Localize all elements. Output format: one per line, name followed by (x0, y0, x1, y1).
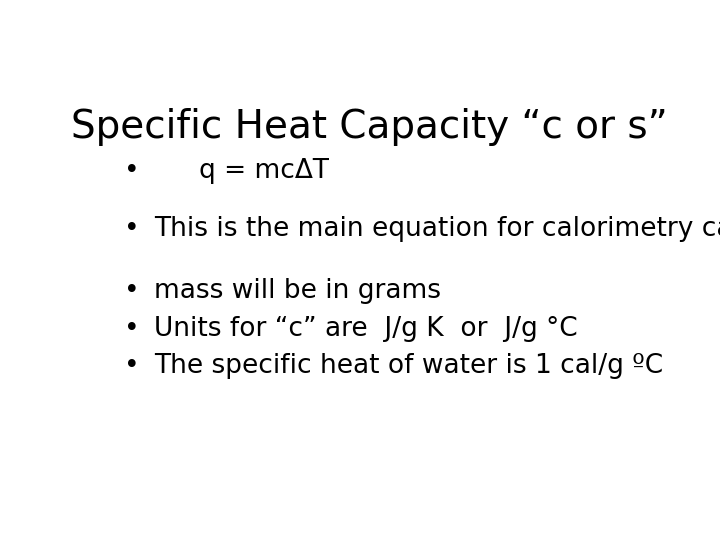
Text: •: • (124, 216, 140, 242)
Text: mass will be in grams: mass will be in grams (154, 279, 441, 305)
Text: •: • (124, 316, 140, 342)
Text: q = mcΔT: q = mcΔT (199, 158, 329, 184)
Text: Units for “c” are  J/g K  or  J/g °C: Units for “c” are J/g K or J/g °C (154, 316, 577, 342)
Text: •: • (124, 279, 140, 305)
Text: This is the main equation for calorimetry calculations: This is the main equation for calorimetr… (154, 216, 720, 242)
Text: •: • (124, 353, 140, 379)
Text: The specific heat of water is 1 cal/g ºC: The specific heat of water is 1 cal/g ºC (154, 353, 663, 379)
Text: Specific Heat Capacity “c or s”: Specific Heat Capacity “c or s” (71, 109, 667, 146)
Text: •: • (124, 158, 140, 184)
